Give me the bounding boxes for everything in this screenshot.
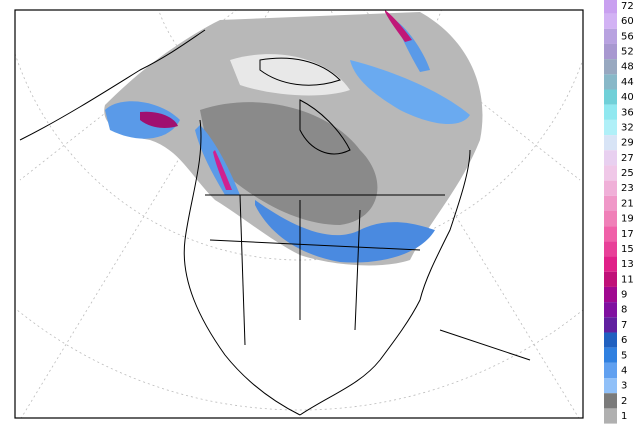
colorbar-swatch — [604, 59, 617, 75]
colorbar-label: 40 — [621, 92, 634, 103]
colorbar-label: 32 — [621, 122, 634, 133]
colorbar-label: 29 — [621, 138, 634, 149]
colorbar-swatch — [604, 0, 617, 14]
colorbar-label: 56 — [621, 31, 634, 42]
colorbar-swatch — [604, 180, 617, 196]
colorbar-swatch — [604, 408, 617, 424]
colorbar-swatch — [604, 13, 617, 29]
colorbar-label: 52 — [621, 47, 634, 58]
colorbar-swatch — [604, 256, 617, 272]
colorbar-label: 27 — [621, 153, 634, 164]
colorbar-swatch — [604, 393, 617, 409]
colorbar-label: 2 — [621, 396, 627, 407]
colorbar-swatch — [604, 302, 617, 318]
colorbar-swatch — [604, 226, 617, 242]
colorbar-swatch — [604, 89, 617, 105]
colorbar-swatch — [604, 150, 617, 166]
precip-magenta — [140, 10, 412, 190]
map-frame — [14, 9, 584, 419]
map — [15, 10, 583, 418]
colorbar-label: 7 — [621, 320, 627, 331]
colorbar-label: 60 — [621, 16, 634, 27]
colorbar-label: 4 — [621, 365, 627, 376]
colorbar-swatch — [604, 28, 617, 44]
colorbar-swatch — [604, 332, 617, 348]
colorbar-label: 11 — [621, 274, 634, 285]
colorbar-label: 19 — [621, 214, 634, 225]
colorbar-swatch — [604, 165, 617, 181]
colorbar-label: 9 — [621, 290, 627, 301]
colorbar-label: 13 — [621, 259, 634, 270]
colorbar-label: 72 — [621, 1, 634, 12]
colorbar-label: 36 — [621, 107, 634, 118]
colorbar-label: 44 — [621, 77, 634, 88]
colorbar-swatch — [604, 211, 617, 227]
colorbar: 7260565248444036322927252321191715131198… — [604, 0, 634, 424]
colorbar-label: 6 — [621, 335, 627, 346]
colorbar-swatch — [604, 119, 617, 136]
colorbar-swatch — [604, 378, 617, 394]
colorbar-label: 15 — [621, 244, 634, 255]
colorbar-swatch — [604, 286, 617, 303]
colorbar-swatch — [604, 135, 617, 151]
colorbar-label: 17 — [621, 229, 634, 240]
colorbar-label: 48 — [621, 62, 634, 73]
coastlines — [19, 29, 531, 416]
colorbar-swatch — [604, 104, 617, 120]
colorbar-swatch — [604, 43, 617, 60]
colorbar-label: 8 — [621, 305, 627, 316]
colorbar-label: 1 — [621, 411, 627, 422]
colorbar-label: 25 — [621, 168, 634, 179]
colorbar-swatch — [604, 241, 617, 257]
colorbar-swatch — [604, 317, 617, 333]
colorbar-swatch — [604, 74, 617, 90]
colorbar-label: 23 — [621, 183, 634, 194]
colorbar-swatch — [604, 271, 617, 287]
colorbar-label: 21 — [621, 198, 634, 209]
colorbar-swatch — [604, 362, 617, 379]
colorbar-label: 5 — [621, 350, 627, 361]
colorbar-swatch — [604, 347, 617, 363]
colorbar-swatch — [604, 195, 617, 211]
colorbar-label: 3 — [621, 381, 627, 392]
